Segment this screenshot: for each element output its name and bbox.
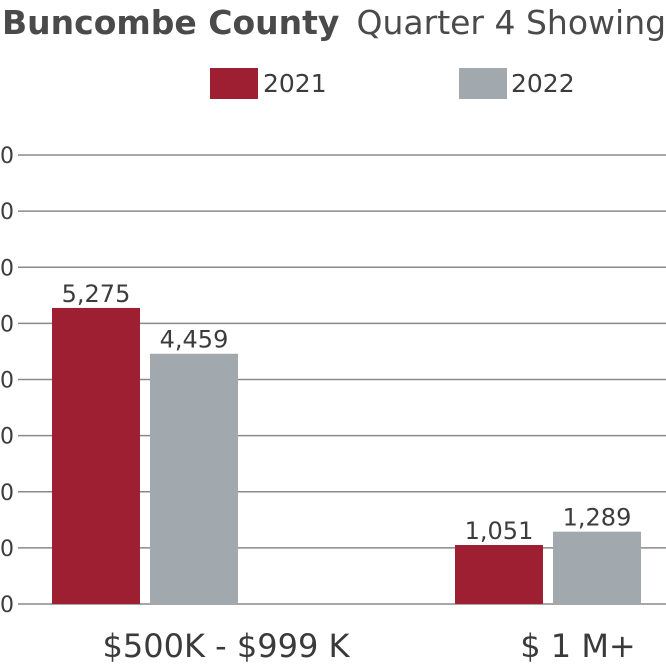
chart-title-bold: Buncombe County (2, 3, 339, 42)
y-axis: 0 0 0 0 0 0 0 0 0 (0, 144, 14, 618)
legend-label-2022: 2022 (511, 69, 575, 98)
data-label: 1,051 (465, 517, 534, 545)
data-label: 5,275 (62, 280, 131, 308)
bar-2021-0 (52, 307, 140, 604)
legend-swatch-2021 (210, 68, 258, 99)
chart-title: Buncombe County Quarter 4 Showing (2, 3, 666, 42)
legend-swatch-2022 (459, 68, 507, 99)
data-labels: 5,275 4,459 1,051 1,289 (62, 280, 632, 545)
data-label: 1,289 (563, 504, 632, 532)
y-tick-label: 0 (0, 144, 14, 169)
bar-2022-1 (553, 531, 641, 604)
y-tick-label: 0 (0, 481, 14, 506)
y-tick-label: 0 (0, 200, 14, 225)
chart-title-rest: Quarter 4 Showing (357, 3, 666, 42)
category-label: $500K - $999 K (103, 627, 351, 665)
svg-text:Buncombe County Quarter: Buncombe County Quarter 4 Showing (2, 3, 666, 42)
legend: 2021 2022 (210, 68, 575, 99)
y-tick-label: 0 (0, 369, 14, 394)
bar-2022-0 (150, 353, 238, 604)
x-axis: $500K - $999 K $ 1 M+ (103, 627, 636, 665)
y-tick-label: 0 (0, 593, 14, 618)
y-tick-label: 0 (0, 425, 14, 450)
y-tick-label: 0 (0, 256, 14, 281)
data-label: 4,459 (160, 326, 229, 354)
bar-2021-1 (455, 545, 543, 604)
legend-label-2021: 2021 (263, 69, 327, 98)
y-tick-label: 0 (0, 537, 14, 562)
y-tick-label: 0 (0, 312, 14, 337)
bars (52, 307, 641, 604)
category-label: $ 1 M+ (520, 627, 635, 665)
